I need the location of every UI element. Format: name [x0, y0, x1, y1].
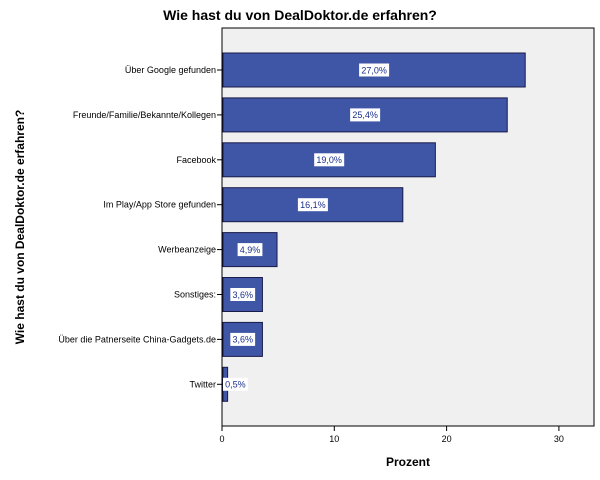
category-label: Über Google gefunden: [125, 65, 216, 75]
chart-title: Wie hast du von DealDoktor.de erfahren?: [163, 7, 437, 23]
bars-layer: 27,0% 25,4% 19,0% 16,1% 4,9% 3,6% 3,6% 0,5%: [222, 52, 526, 402]
data-label: 3,6%: [232, 335, 253, 345]
plot-area: [221, 27, 595, 427]
x-tick-label: 0: [219, 434, 224, 444]
y-axis-title: Wie hast du von DealDoktor.de erfahren?: [13, 110, 27, 345]
data-label-box: [359, 63, 390, 77]
data-label-box: [297, 198, 328, 212]
category-label: Facebook: [176, 155, 216, 165]
x-tick-label: 10: [329, 434, 339, 444]
data-label: 19,0%: [316, 155, 342, 165]
category-label: Über die Patnerseite China-Gadgets.de: [58, 334, 216, 344]
data-label-box: [230, 288, 256, 301]
category-axis: Über Google gefunden Freunde/Familie/Beka…: [58, 65, 222, 389]
data-label: 25,4%: [352, 110, 378, 120]
data-label-box: [314, 153, 345, 167]
data-label: 16,1%: [300, 200, 326, 210]
data-label-box: [350, 108, 381, 122]
data-label-box: [223, 377, 248, 391]
data-label: 4,9%: [240, 245, 261, 255]
x-tick-label: 30: [554, 434, 564, 444]
bar: [222, 142, 436, 178]
category-label: Freunde/Familie/Bekannte/Kollegen: [73, 110, 216, 120]
data-label: 3,6%: [232, 290, 253, 300]
category-label: Werbeanzeige: [158, 245, 216, 255]
category-label: Twitter: [189, 379, 216, 389]
data-label: 27,0%: [361, 65, 387, 75]
data-label-box: [230, 332, 256, 346]
x-tick-label: 20: [442, 434, 452, 444]
data-label-box: [237, 243, 263, 257]
value-axis: 0 10 20 30: [219, 426, 564, 444]
data-label: 0,5%: [225, 380, 246, 390]
x-axis-title: Prozent: [386, 455, 430, 469]
category-label: Sonstiges:: [174, 290, 216, 300]
category-label: Im Play/App Store gefunden: [103, 200, 216, 210]
